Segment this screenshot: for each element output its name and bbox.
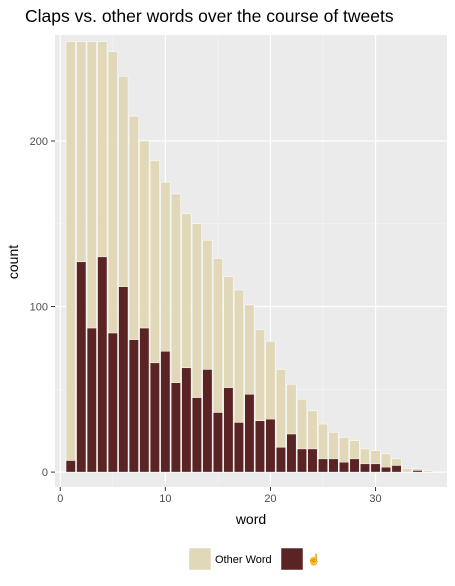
y-tick-label: 0 (42, 467, 48, 479)
x-tick-label: 0 (57, 493, 63, 505)
bar-clap-emoji (107, 332, 118, 473)
bar-clap-emoji (339, 461, 349, 473)
x-tick-label: 10 (159, 493, 171, 505)
legend-key-other-word (188, 547, 212, 571)
bar-clap-emoji (65, 460, 76, 473)
bar-other-word (423, 470, 434, 473)
y-axis-title: count (5, 245, 21, 279)
x-axis-title: word (235, 511, 266, 527)
bar-clap-emoji (275, 447, 286, 473)
legend-key-clap-emoji (280, 547, 304, 571)
y-tick-label: 100 (30, 302, 48, 314)
bar-clap-emoji (202, 369, 213, 473)
bar-clap-emoji (149, 362, 160, 473)
bar-clap-emoji (307, 448, 318, 473)
bar-clap-emoji (191, 397, 202, 473)
bar-clap-emoji (244, 394, 255, 473)
bar-other-word (65, 41, 76, 473)
bars (65, 41, 434, 473)
bar-clap-emoji (233, 422, 244, 473)
x-tick-label: 20 (264, 493, 276, 505)
bar-clap-emoji (254, 420, 265, 473)
chart-title: Claps vs. other words over the course of… (25, 6, 394, 26)
bar-clap-emoji (76, 261, 87, 473)
bar-clap-emoji (381, 466, 392, 473)
bar-clap-emoji (391, 465, 402, 473)
bar-clap-emoji (118, 286, 129, 473)
axes: 0 10 20 30 0 100 200 (30, 136, 382, 505)
bar-clap-emoji (139, 327, 150, 473)
bar-clap-emoji (170, 382, 181, 473)
bar-clap-emoji (86, 327, 97, 473)
bar-clap-emoji (318, 458, 328, 473)
bar-clap-emoji (97, 256, 108, 473)
bar-clap-emoji (349, 458, 360, 473)
bar-clap-emoji (412, 470, 423, 473)
legend: Other Word ☝ (188, 547, 321, 571)
legend-label-clap-emoji: ☝ (307, 552, 321, 566)
bar-clap-emoji (212, 412, 223, 473)
bar-clap-emoji (296, 448, 307, 473)
bar-clap-emoji (223, 387, 234, 473)
bar-clap-emoji (160, 350, 171, 473)
x-tick-label: 30 (369, 493, 381, 505)
bar-clap-emoji (128, 339, 139, 473)
bar-clap-emoji (370, 463, 381, 473)
bar-clap-emoji (360, 463, 371, 473)
y-tick-label: 200 (30, 136, 48, 148)
bar-clap-emoji (181, 367, 192, 473)
bar-other-word (402, 468, 413, 473)
legend-label-other-word: Other Word (215, 554, 272, 566)
bar-clap-emoji (265, 418, 276, 473)
bar-clap-emoji (328, 458, 339, 473)
bar-clap-emoji (286, 433, 297, 473)
